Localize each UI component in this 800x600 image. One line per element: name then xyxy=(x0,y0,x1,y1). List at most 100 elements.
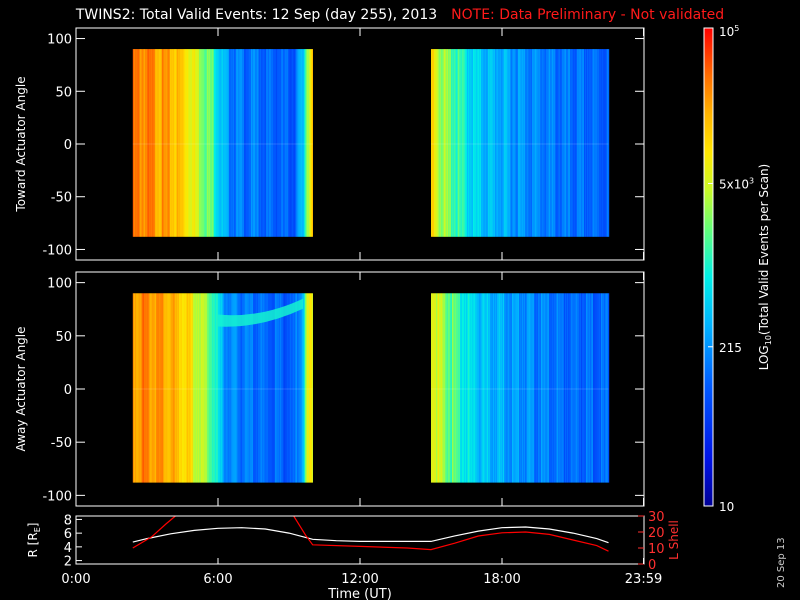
heatmap-column xyxy=(588,293,590,483)
heatmap-column xyxy=(286,293,288,483)
heatmap-column xyxy=(249,49,251,237)
heatmap-column xyxy=(265,293,267,483)
heatmap-column xyxy=(575,293,577,483)
heatmap-column xyxy=(156,49,158,237)
heatmap-column xyxy=(305,49,307,237)
heatmap-column xyxy=(527,49,529,237)
heatmap-column xyxy=(159,49,161,237)
heatmap-column xyxy=(515,49,517,237)
heatmap-column xyxy=(552,49,554,237)
heatmap-column xyxy=(193,49,195,237)
heatmap-column xyxy=(602,49,604,237)
heatmap-column xyxy=(181,49,183,237)
heatmap-column xyxy=(172,293,174,483)
heatmap-column xyxy=(541,49,543,237)
heatmap-column xyxy=(508,49,510,237)
y-tick-label: 100 xyxy=(47,33,72,48)
heatmap-column xyxy=(132,49,134,237)
heatmap-column xyxy=(484,49,486,237)
x-tick-label: 12:00 xyxy=(341,572,378,587)
heatmap-column xyxy=(545,293,547,483)
heatmap-column xyxy=(556,49,558,237)
heatmap-column xyxy=(250,293,252,483)
heatmap-column xyxy=(165,293,167,483)
heatmap-column xyxy=(236,49,238,237)
heatmap-column xyxy=(209,49,211,237)
heatmap-column xyxy=(539,293,541,483)
heatmap-column xyxy=(558,293,560,483)
heatmap-column xyxy=(517,293,519,483)
heatmap-column xyxy=(595,49,597,237)
heatmap-column xyxy=(523,49,525,237)
heatmap-column xyxy=(513,49,515,237)
heatmap-column xyxy=(210,293,212,483)
heatmap-column xyxy=(525,49,527,237)
heatmap-column xyxy=(592,293,594,483)
heatmap-column xyxy=(179,49,181,237)
heatmap-column xyxy=(183,293,185,483)
heatmap-column xyxy=(468,49,470,237)
x-axis-label: Time (UT) xyxy=(327,587,392,600)
heatmap-column xyxy=(207,49,209,237)
heatmap-column xyxy=(547,49,549,237)
heatmap-column xyxy=(544,49,546,237)
heatmap-column xyxy=(466,49,468,237)
heatmap-column xyxy=(463,293,465,483)
heatmap-column xyxy=(453,293,455,483)
heatmap-column xyxy=(245,293,247,483)
heatmap-column xyxy=(441,49,443,237)
heatmap-column xyxy=(213,293,215,483)
heatmap-column xyxy=(487,49,489,237)
heatmap-column xyxy=(212,293,214,483)
y-tick-label: 50 xyxy=(55,330,72,345)
heatmap-column xyxy=(589,293,591,483)
heatmap-column xyxy=(196,49,198,237)
heatmap-column xyxy=(585,49,587,237)
y-tick-label: -50 xyxy=(51,191,72,206)
heatmap-column xyxy=(192,293,194,483)
heatmap-column xyxy=(512,293,514,483)
heatmap-column xyxy=(433,293,435,483)
heatmap-column xyxy=(242,49,244,237)
heatmap-column xyxy=(282,293,284,483)
heatmap-column xyxy=(485,49,487,237)
heatmap-column xyxy=(516,49,518,237)
heatmap-column xyxy=(171,293,173,483)
heatmap-column xyxy=(510,49,512,237)
heatmap-column xyxy=(168,293,170,483)
heatmap-column xyxy=(503,49,505,237)
x-tick-label: 23:59 xyxy=(625,572,662,587)
heatmap-column xyxy=(175,49,177,237)
heatmap-column xyxy=(199,293,201,483)
heatmap-column xyxy=(133,49,135,237)
heatmap-column xyxy=(436,293,438,483)
heatmap-column xyxy=(579,293,581,483)
heatmap-column xyxy=(541,293,543,483)
heatmap-column xyxy=(137,293,139,483)
heatmap-column xyxy=(529,49,531,237)
heatmap-column xyxy=(274,49,276,237)
heatmap-column xyxy=(224,293,226,483)
heatmap-column xyxy=(445,49,447,237)
heatmap-column xyxy=(209,293,211,483)
heatmap-column xyxy=(451,49,453,237)
heatmap-column xyxy=(270,49,272,237)
heatmap-column xyxy=(571,293,573,483)
heatmap-column xyxy=(577,293,579,483)
heatmap-column xyxy=(470,49,472,237)
heatmap-column xyxy=(502,293,504,483)
y-tick-label: -100 xyxy=(42,489,72,504)
heatmap-column xyxy=(443,293,445,483)
heatmap-column xyxy=(200,49,202,237)
heatmap-column xyxy=(596,49,598,237)
l-shell-line xyxy=(132,516,176,549)
heatmap-column xyxy=(171,49,173,237)
heatmap-column xyxy=(230,49,232,237)
heatmap-column xyxy=(554,49,556,237)
heatmap-column xyxy=(509,49,511,237)
heatmap-column xyxy=(259,293,261,483)
heatmap-column xyxy=(206,293,208,483)
heatmap-column xyxy=(482,293,484,483)
heatmap-column xyxy=(275,293,277,483)
heatmap-column xyxy=(496,49,498,237)
